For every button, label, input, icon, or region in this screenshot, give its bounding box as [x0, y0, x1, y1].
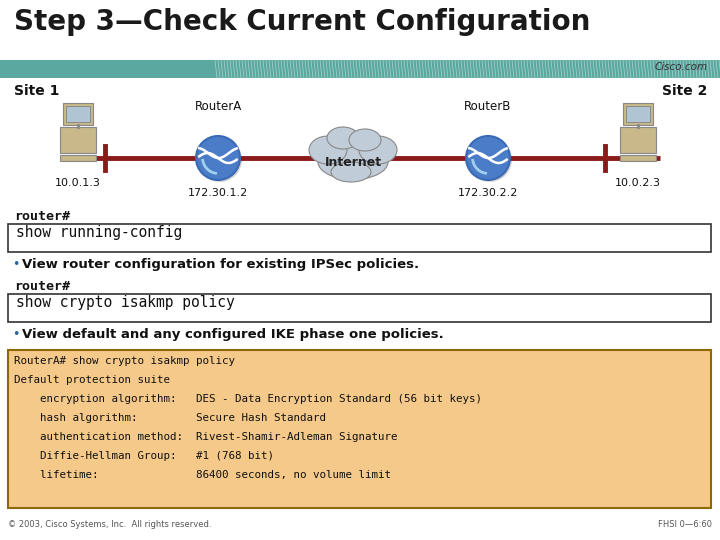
Text: •: • [12, 258, 19, 271]
Ellipse shape [318, 145, 388, 179]
Circle shape [468, 138, 512, 182]
Text: FHSI 0—6:60: FHSI 0—6:60 [658, 520, 712, 529]
Text: Diffie-Hellman Group:   #1 (768 bit): Diffie-Hellman Group: #1 (768 bit) [14, 451, 274, 461]
Ellipse shape [331, 162, 371, 182]
Bar [620, 127, 656, 153]
Bar [60, 155, 96, 161]
Text: © 2003, Cisco Systems, Inc.  All rights reserved.: © 2003, Cisco Systems, Inc. All rights r… [8, 520, 212, 529]
Bar [215, 60, 720, 78]
Text: 10.0.1.3: 10.0.1.3 [55, 178, 101, 188]
Bar [60, 127, 96, 153]
Ellipse shape [309, 136, 347, 164]
Text: Step 3—Check Current Configuration: Step 3—Check Current Configuration [14, 8, 590, 36]
Circle shape [466, 136, 510, 180]
Text: RouterA# show crypto isakmp policy: RouterA# show crypto isakmp policy [14, 356, 235, 366]
Text: 172.30.2.2: 172.30.2.2 [458, 188, 518, 198]
Text: encryption algorithm:   DES - Data Encryption Standard (56 bit keys): encryption algorithm: DES - Data Encrypt… [14, 394, 482, 404]
Text: show running-config: show running-config [16, 225, 182, 240]
Bar [620, 155, 656, 161]
Text: Cisco.com: Cisco.com [655, 62, 708, 72]
Text: authentication method:  Rivest-Shamir-Adleman Signature: authentication method: Rivest-Shamir-Adl… [14, 432, 397, 442]
Bar [63, 103, 93, 125]
Ellipse shape [327, 127, 359, 149]
Text: router#: router# [14, 210, 70, 223]
Text: View router configuration for existing IPSec policies.: View router configuration for existing I… [22, 258, 419, 271]
Bar [0, 60, 215, 78]
Text: Internet: Internet [325, 156, 382, 168]
Text: RouterA: RouterA [194, 100, 242, 113]
Text: 172.30.1.2: 172.30.1.2 [188, 188, 248, 198]
Text: 10.0.2.3: 10.0.2.3 [615, 178, 661, 188]
Bar [8, 294, 711, 322]
Bar [626, 106, 650, 122]
Ellipse shape [359, 136, 397, 164]
Text: hash algorithm:         Secure Hash Standard: hash algorithm: Secure Hash Standard [14, 413, 326, 423]
Text: lifetime:               86400 seconds, no volume limit: lifetime: 86400 seconds, no volume limit [14, 470, 391, 480]
Bar [8, 224, 711, 252]
Text: Default protection suite: Default protection suite [14, 375, 170, 385]
Bar [623, 103, 653, 125]
Circle shape [198, 138, 242, 182]
Bar [66, 106, 90, 122]
Text: router#: router# [14, 280, 70, 293]
Circle shape [196, 136, 240, 180]
Text: RouterB: RouterB [464, 100, 512, 113]
Text: show crypto isakmp policy: show crypto isakmp policy [16, 295, 235, 310]
Ellipse shape [349, 129, 381, 151]
Bar [8, 350, 711, 508]
Text: Site 2: Site 2 [662, 84, 707, 98]
Text: Site 1: Site 1 [14, 84, 59, 98]
Text: •: • [12, 328, 19, 341]
Text: View default and any configured IKE phase one policies.: View default and any configured IKE phas… [22, 328, 444, 341]
